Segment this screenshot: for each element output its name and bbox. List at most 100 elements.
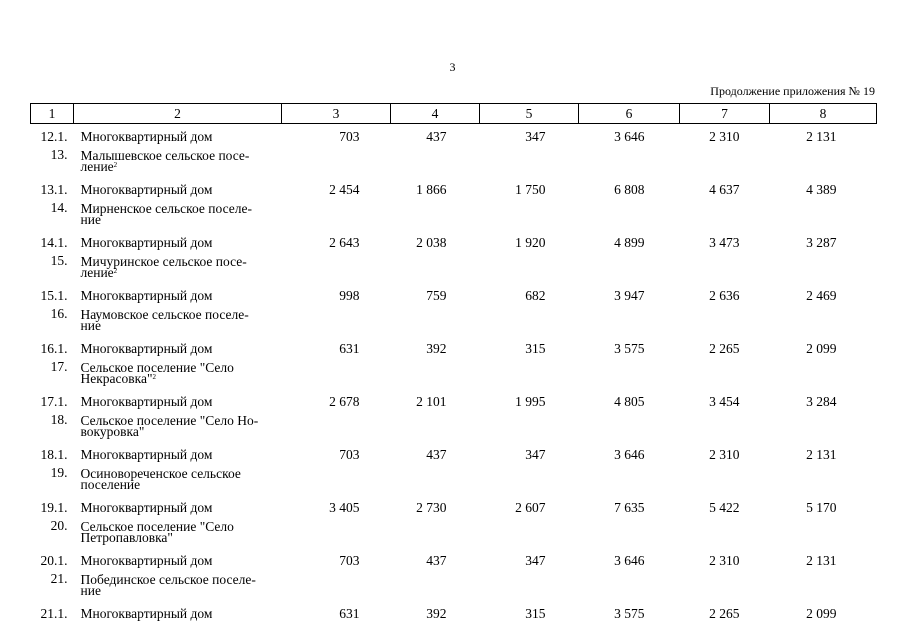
empty-cell <box>680 149 770 177</box>
table-row: 17.1. Многоквартирный дом 2 678 2 101 1 995 4… <box>31 389 877 414</box>
settlement-name: Осиновореченское сельское поселение <box>74 467 282 495</box>
cell-value: 437 <box>426 128 447 144</box>
cell-value: 5 422 <box>709 499 740 515</box>
settlement-name: Наумовское сельское поселе-ние <box>74 308 282 336</box>
empty-cell <box>680 255 770 283</box>
settlement-heading-row: 16. Наумовское сельское поселе-ние <box>31 306 877 336</box>
row-number: 19.1. <box>40 499 68 515</box>
empty-cell <box>391 255 480 283</box>
cell-value: 2 454 <box>329 181 360 197</box>
appendix-table: 1 2 3 4 5 6 7 8 12.1. Многоквартирный дом… <box>30 103 877 626</box>
row-number: 17. <box>50 359 68 374</box>
cell-value: 3 287 <box>806 234 837 250</box>
empty-cell <box>770 520 877 548</box>
row-number: 16. <box>50 306 68 321</box>
cell-value: 2 678 <box>329 393 360 409</box>
settlement-name: Сельское поселение "Село Некрасовка"2 <box>74 361 282 389</box>
empty-cell <box>579 467 680 495</box>
row-number: 15.1. <box>40 287 68 303</box>
empty-cell <box>770 414 877 442</box>
row-number: 20. <box>50 518 68 533</box>
empty-cell <box>282 202 391 230</box>
empty-cell <box>480 414 579 442</box>
cell-value: 392 <box>426 340 447 356</box>
empty-cell <box>680 361 770 389</box>
settlement-name-line: Побединское сельское поселе- <box>80 572 256 587</box>
empty-cell <box>391 414 480 442</box>
empty-cell <box>391 467 480 495</box>
empty-cell <box>680 202 770 230</box>
settlement-heading-row: 14. Мирненское сельское поселе-ние <box>31 200 877 230</box>
row-number: 19. <box>50 465 68 480</box>
cell-value: 631 <box>339 605 360 621</box>
settlement-heading-row: 20. Сельское поселение "Село Петропавловка… <box>31 518 877 548</box>
table-row: 13.1. Многоквартирный дом 2 454 1 866 1 750 6… <box>31 177 877 202</box>
cell-value: 392 <box>426 605 447 621</box>
settlement-name-line: Петропавловка" <box>80 530 173 545</box>
settlement-name-line: ние <box>80 318 101 333</box>
empty-cell <box>480 255 579 283</box>
cell-value: 315 <box>525 340 546 356</box>
empty-cell <box>579 308 680 336</box>
empty-cell <box>391 520 480 548</box>
empty-cell <box>282 573 391 601</box>
column-header: 4 <box>390 103 480 124</box>
settlement-heading-row: 17. Сельское поселение "Село Некрасовка"2 <box>31 359 877 389</box>
empty-cell <box>770 573 877 601</box>
column-header: 7 <box>679 103 770 124</box>
cell-value: 1 920 <box>515 234 546 250</box>
cell-value: 2 643 <box>329 234 360 250</box>
cell-value: 2 310 <box>709 128 740 144</box>
row-number: 20.1. <box>40 552 68 568</box>
empty-cell <box>480 202 579 230</box>
cell-value: 703 <box>339 128 360 144</box>
settlement-name: Сельское поселение "Село Но-вокуровка" <box>74 414 282 442</box>
settlement-name-line: ние <box>80 212 101 227</box>
row-number: 14. <box>50 200 68 215</box>
empty-cell <box>391 573 480 601</box>
empty-cell <box>579 202 680 230</box>
table-row: 14.1. Многоквартирный дом 2 643 2 038 1 920 4… <box>31 230 877 255</box>
cell-value: 2 099 <box>806 340 837 356</box>
empty-cell <box>680 467 770 495</box>
column-header: 8 <box>769 103 877 124</box>
cell-value: 2 636 <box>709 287 740 303</box>
row-number: 21. <box>50 571 68 586</box>
empty-cell <box>480 467 579 495</box>
table-header-row: 1 2 3 4 5 6 7 8 <box>30 103 877 124</box>
table-row: 21.1. Многоквартирный дом 631 392 315 3 575 2 … <box>31 601 877 626</box>
cell-value: 3 646 <box>614 446 645 462</box>
empty-cell <box>282 308 391 336</box>
cell-value: 437 <box>426 446 447 462</box>
row-name: Многоквартирный дом <box>80 499 213 515</box>
empty-cell <box>579 361 680 389</box>
cell-value: 3 473 <box>709 234 740 250</box>
cell-value: 703 <box>339 446 360 462</box>
empty-cell <box>282 255 391 283</box>
cell-value: 3 947 <box>614 287 645 303</box>
table-row: 12.1. Многоквартирный дом 703 437 347 3 646 2 … <box>31 124 877 150</box>
cell-value: 3 575 <box>614 340 645 356</box>
row-name: Многоквартирный дом <box>80 605 213 621</box>
cell-value: 3 575 <box>614 605 645 621</box>
column-header: 3 <box>281 103 391 124</box>
footnote-marker: 2 <box>113 267 118 275</box>
empty-cell <box>770 149 877 177</box>
cell-value: 998 <box>339 287 360 303</box>
cell-value: 347 <box>525 128 546 144</box>
settlement-name-line: ление <box>80 265 114 280</box>
cell-value: 3 646 <box>614 552 645 568</box>
cell-value: 4 389 <box>806 181 837 197</box>
cell-value: 2 038 <box>416 234 447 250</box>
empty-cell <box>391 202 480 230</box>
cell-value: 2 469 <box>806 287 837 303</box>
cell-value: 4 637 <box>709 181 740 197</box>
table-body: 12.1. Многоквартирный дом 703 437 347 3 646 2 … <box>31 124 877 627</box>
cell-value: 347 <box>525 552 546 568</box>
column-header: 6 <box>578 103 680 124</box>
settlement-name-line: Сельское поселение "Село Но- <box>80 413 259 428</box>
settlement-name-line: Осиновореченское сельское <box>80 466 241 481</box>
page-number: 3 <box>449 60 456 74</box>
cell-value: 2 607 <box>515 499 546 515</box>
empty-cell <box>480 149 579 177</box>
